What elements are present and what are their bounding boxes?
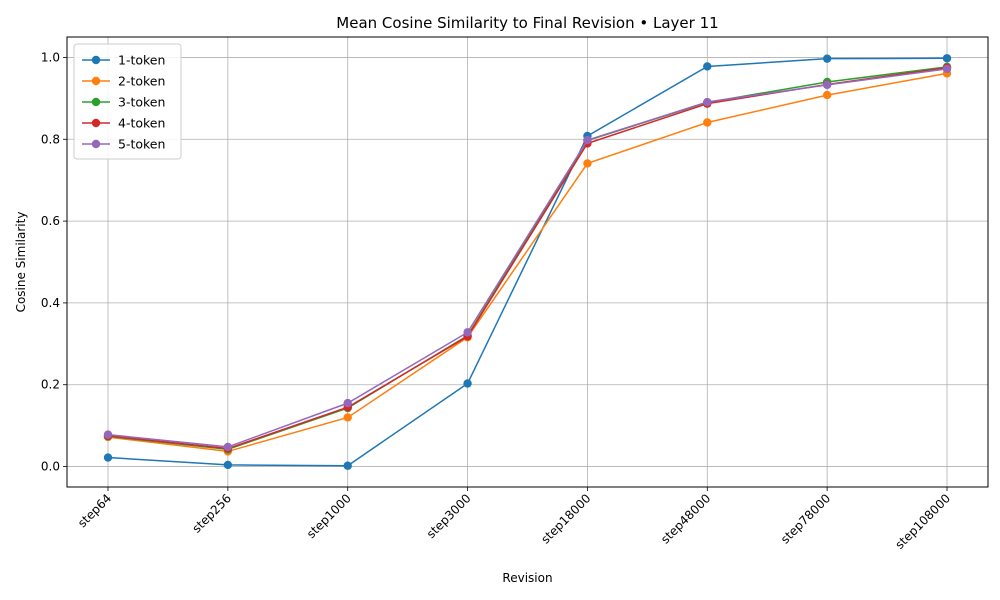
legend-item-2-token: 2-token <box>82 74 165 89</box>
data-point <box>703 97 712 107</box>
legend-marker <box>91 118 101 128</box>
data-point <box>703 118 712 127</box>
series-line <box>107 66 948 451</box>
legend-item-3-token: 3-token <box>82 95 165 110</box>
data-point <box>703 62 712 71</box>
legend-marker <box>91 139 101 149</box>
legend-marker <box>91 97 101 107</box>
legend-marker <box>91 55 101 65</box>
data-point <box>103 453 113 462</box>
data-point <box>583 135 592 145</box>
data-point <box>822 90 832 100</box>
series-line <box>107 57 948 467</box>
y-axis-label: Cosine Similarity <box>14 212 28 313</box>
plot-frame <box>66 36 989 488</box>
data-point <box>463 379 472 388</box>
data-point <box>942 54 952 63</box>
data-point <box>822 80 832 90</box>
data-point <box>343 398 352 408</box>
legend-item-1-token: 1-token <box>82 53 165 68</box>
data-point <box>223 442 233 452</box>
data-point <box>463 328 472 337</box>
data-point <box>223 460 233 470</box>
legend-item-5-token: 5-token <box>82 137 165 152</box>
data-point <box>822 54 832 63</box>
chart-title: Mean Cosine Similarity to Final Revision… <box>336 14 718 32</box>
legend-item-4-token: 4-token <box>82 116 165 131</box>
legend-label: 2-token <box>118 74 165 89</box>
y-tick-label: 0.4 <box>41 296 60 310</box>
series-group <box>103 54 952 470</box>
data-point <box>103 430 113 439</box>
series-line <box>107 68 948 448</box>
series-1-token <box>103 54 952 470</box>
data-point <box>343 413 352 422</box>
data-point <box>343 461 352 470</box>
legend-label: 1-token <box>118 53 165 68</box>
legend: 1-token 2-token 3-token 4-token 5-token <box>73 43 182 160</box>
y-tick-label: 0.0 <box>41 460 60 474</box>
data-point <box>942 64 952 74</box>
legend-marker <box>91 76 101 86</box>
legend-label: 5-token <box>118 137 165 152</box>
y-tick-label: 0.6 <box>41 214 60 228</box>
legend-label: 4-token <box>118 116 165 131</box>
data-point <box>583 159 592 168</box>
x-axis-label: Revision <box>502 571 552 585</box>
legend-box <box>73 43 182 160</box>
series-5-token <box>103 64 952 452</box>
grid <box>67 37 988 487</box>
y-tick-label: 0.2 <box>41 378 60 392</box>
y-tick-label: 1.0 <box>41 50 60 64</box>
legend-label: 3-token <box>118 95 165 110</box>
series-line <box>107 72 948 453</box>
y-tick-label: 0.8 <box>41 132 60 146</box>
